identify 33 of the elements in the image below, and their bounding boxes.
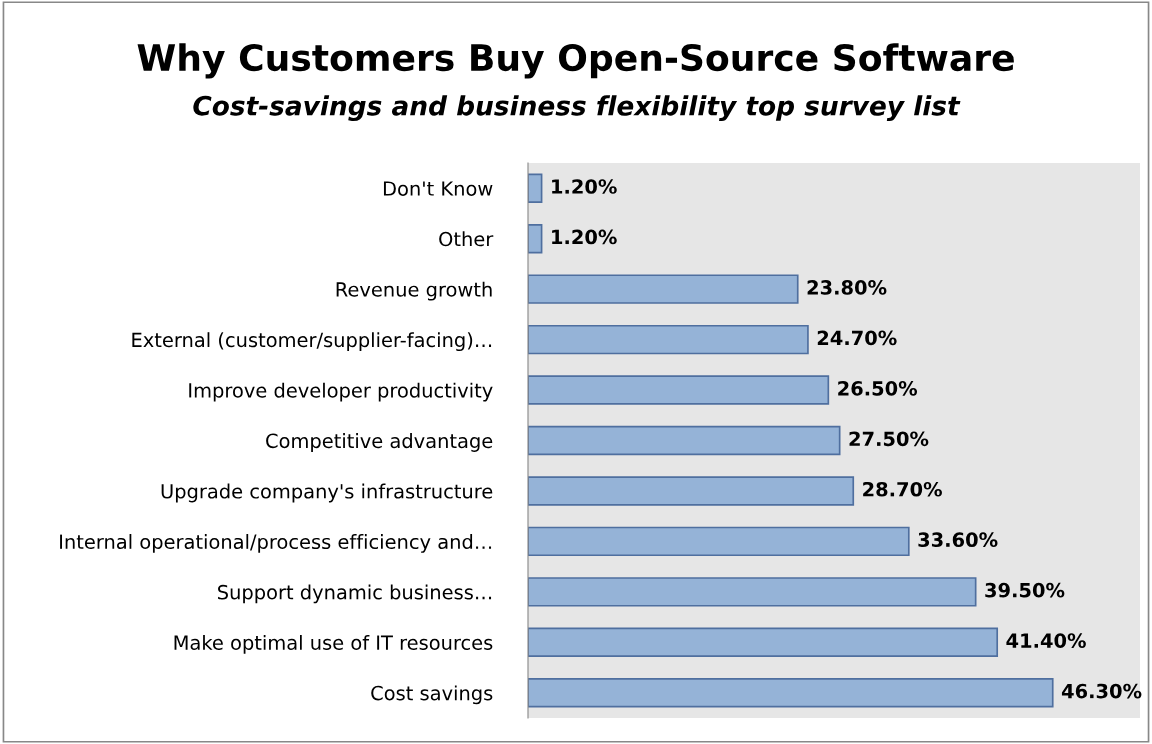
chart-title: Why Customers Buy Open-Source Software [137,43,1014,79]
bar [528,375,830,405]
data-label: 24.70% [817,330,897,346]
y-tick-label: Revenue growth [336,281,492,301]
bar [528,324,809,355]
y-tick-label: Internal operational/process efficiency and… [60,534,492,553]
bar [528,274,799,304]
y-tick-label: External (customer/supplier-facing)… [132,332,492,352]
y-tick-label: Improve developer productivity [189,382,493,402]
data-label: 46.30% [1061,683,1142,699]
y-tick-label: Don't Know [383,181,493,196]
data-label: 27.50% [849,431,929,447]
data-label: 1.20% [552,179,617,194]
y-tick-label: Support dynamic business… [218,584,492,604]
data-label: 23.80% [807,280,887,295]
bar [528,627,999,658]
bar [528,577,977,607]
data-label: 33.60% [918,532,998,548]
data-label: 39.50% [985,582,1065,598]
chart-subtitle: Cost-savings and business flexibility top survey list [193,95,961,122]
bar [528,476,855,506]
bar [528,678,1054,708]
data-label: 41.40% [1006,633,1086,648]
data-label: 1.20% [552,229,617,245]
data-label: 28.70% [863,481,942,497]
bar [528,425,841,456]
y-tick-label: Competitive advantage [266,433,493,452]
y-tick-label: Make optimal use of IT resources [174,634,493,654]
data-label: 26.50% [838,380,918,396]
y-tick-label: Other [439,231,494,247]
bar [528,526,910,557]
y-tick-label: Upgrade company's infrastructure [161,483,493,503]
y-tick-label: Cost savings [371,685,493,705]
